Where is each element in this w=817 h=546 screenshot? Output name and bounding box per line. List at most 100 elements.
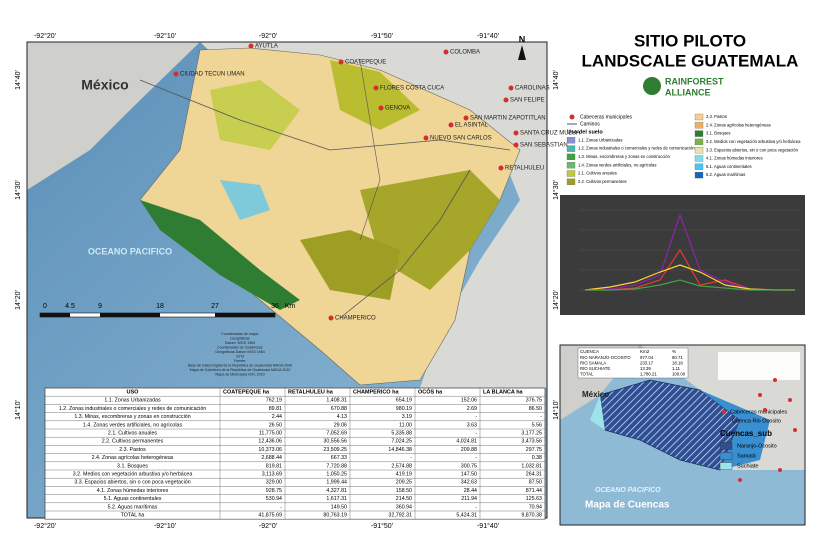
- table-cell: 3.19: [402, 414, 412, 420]
- place-marker: [498, 165, 504, 171]
- forest-strip: [140, 200, 300, 310]
- scale-segment: [40, 313, 70, 317]
- place-marker: [423, 135, 429, 141]
- inset-legend-label: Naranjo-Ocosito: [737, 443, 777, 449]
- lat-label: 14°10': [14, 400, 22, 420]
- inset-table-cell: 977.04: [640, 355, 654, 360]
- inset-legend-label: Cuenca Rio Ocosito: [732, 418, 781, 424]
- land-use-patch: [300, 230, 400, 300]
- lon-label: -91°50': [371, 522, 393, 530]
- country-label: México: [81, 77, 128, 93]
- table-cell: 4,327.81: [326, 488, 347, 494]
- table-cell: -: [475, 455, 477, 461]
- inset-table-cell: RIO SAMALA: [580, 361, 606, 366]
- table-cell: 158.50: [396, 488, 412, 494]
- table-cell: 30,556.56: [323, 439, 347, 445]
- table-cell: 1.1. Zonas Urbanizadas: [104, 398, 161, 404]
- table-cell: 7,052.69: [326, 431, 347, 437]
- inset-basin-symbol: [720, 418, 729, 424]
- legend-swatch: [694, 122, 704, 129]
- lon-label: -92°20': [34, 522, 56, 530]
- inset-table-cell: 100.00: [672, 372, 686, 377]
- lon-label: -91°40': [477, 32, 499, 40]
- table-cell: 4,024.81: [456, 439, 477, 445]
- inset-legend-swatch: [719, 462, 733, 470]
- inset-details: CUENCA Km2 % RIO NARANJO-OCOSITO 977.04 80.71…: [577, 347, 800, 482]
- table-cell: 10,373.06: [258, 447, 282, 453]
- legend-label: 3.2. Medios con vegetación arbustiva y/o…: [706, 139, 801, 144]
- table-cell: 5.1. Aguas continentales: [104, 496, 162, 502]
- table-cell: 1.3. Minas, escombreras y zonas en const…: [74, 414, 190, 420]
- table-cell: 3.63: [467, 422, 477, 428]
- legend-label: 1.1. Zonas Urbanizadas: [578, 137, 622, 142]
- chart-line: [585, 279, 795, 291]
- inset-legend-swatch: [719, 452, 733, 460]
- line-chart-image: [560, 195, 805, 315]
- legend-label: 2.1. Cultivos anuales: [578, 171, 617, 176]
- road: [139, 79, 511, 151]
- table-cell: 5.56: [532, 422, 542, 428]
- legend-label: Caminos: [580, 121, 600, 127]
- table-cell: 9,870.38: [521, 513, 542, 519]
- metadata-line: Geográficas Datum WGS 1984: [215, 350, 265, 354]
- scale-label: 27: [211, 303, 219, 310]
- legend-label: 1.3. Minas, escombreras y zonas en const…: [578, 154, 671, 159]
- basin-samala: [700, 390, 770, 470]
- place-label: SAN FELIPE: [510, 98, 545, 104]
- table-header: RETALHULEU ha: [288, 390, 334, 396]
- inset-table-cell: 80.71: [672, 355, 683, 360]
- lon-label: -92°0': [259, 522, 277, 530]
- table-cell: 214.50: [396, 496, 412, 502]
- table-cell: 11.00: [399, 422, 412, 428]
- place-label: CAROLINAS: [515, 86, 550, 92]
- table-cell: 152.06: [461, 398, 477, 404]
- table-cell: 264.31: [526, 472, 542, 478]
- legend-swatch: [566, 178, 576, 185]
- metadata-line: Mapa de Cobertura de la República de Gua…: [190, 368, 291, 372]
- inset-place-marker: [773, 378, 777, 382]
- table-cell: 5,335.88: [391, 431, 412, 437]
- table-cell: 2.69: [467, 406, 477, 412]
- table-cell: 41,875.69: [258, 513, 282, 519]
- table-cell: 530.94: [266, 496, 282, 502]
- table-cell: 29.06: [334, 422, 347, 428]
- place-marker: [378, 105, 384, 111]
- inset-table-cell: 233.17: [640, 361, 654, 366]
- table-cell: 2,688.44: [261, 455, 282, 461]
- table-cell: 3,113.69: [262, 472, 282, 478]
- table-header: LA BLANCA ha: [483, 390, 524, 396]
- legend-swatch: [566, 153, 576, 161]
- inset-legend-heading: Cuencas_sub: [720, 429, 772, 438]
- place-marker: [503, 97, 509, 103]
- table-cell: 1,032.81: [521, 463, 542, 469]
- inset-place-marker: [778, 468, 782, 472]
- legend-label: 2.3. Pastos: [706, 114, 727, 119]
- table-header: CHAMPERICO ha: [353, 390, 399, 396]
- place-marker: [248, 43, 254, 49]
- table-cell: 1,050.25: [326, 472, 347, 478]
- table-cell: 419.19: [396, 472, 412, 478]
- table-cell: 2.44: [272, 414, 282, 420]
- inset-place-marker: [788, 398, 792, 402]
- scale-label: 36: [271, 303, 279, 310]
- table-cell: 4.13: [337, 414, 347, 420]
- table-cell: 376.75: [526, 398, 542, 404]
- road: [339, 169, 471, 319]
- table-cell: 11,775.00: [259, 431, 282, 437]
- legend-swatch: [694, 155, 704, 162]
- legend-label: 3.3. Espacios abiertos, sin o con poca v…: [706, 147, 799, 152]
- table-cell: 32,792.31: [388, 513, 412, 519]
- place-marker: [508, 85, 514, 91]
- place-label: EL ASINTAL: [455, 123, 489, 129]
- table-cell: 1,408.31: [326, 398, 347, 404]
- table-cell: -: [540, 414, 542, 420]
- mexico-land: [27, 42, 200, 190]
- inset-country: México: [582, 390, 609, 399]
- table-cell: 14,846.38: [388, 447, 412, 453]
- table-cell: 1.2. Zonas industriales o comerciales y …: [59, 406, 207, 412]
- ocean-label: OCEANO PACIFICO: [88, 246, 172, 256]
- table-cell: 1,999.44: [326, 480, 347, 486]
- table-cell: 0.38: [532, 455, 542, 461]
